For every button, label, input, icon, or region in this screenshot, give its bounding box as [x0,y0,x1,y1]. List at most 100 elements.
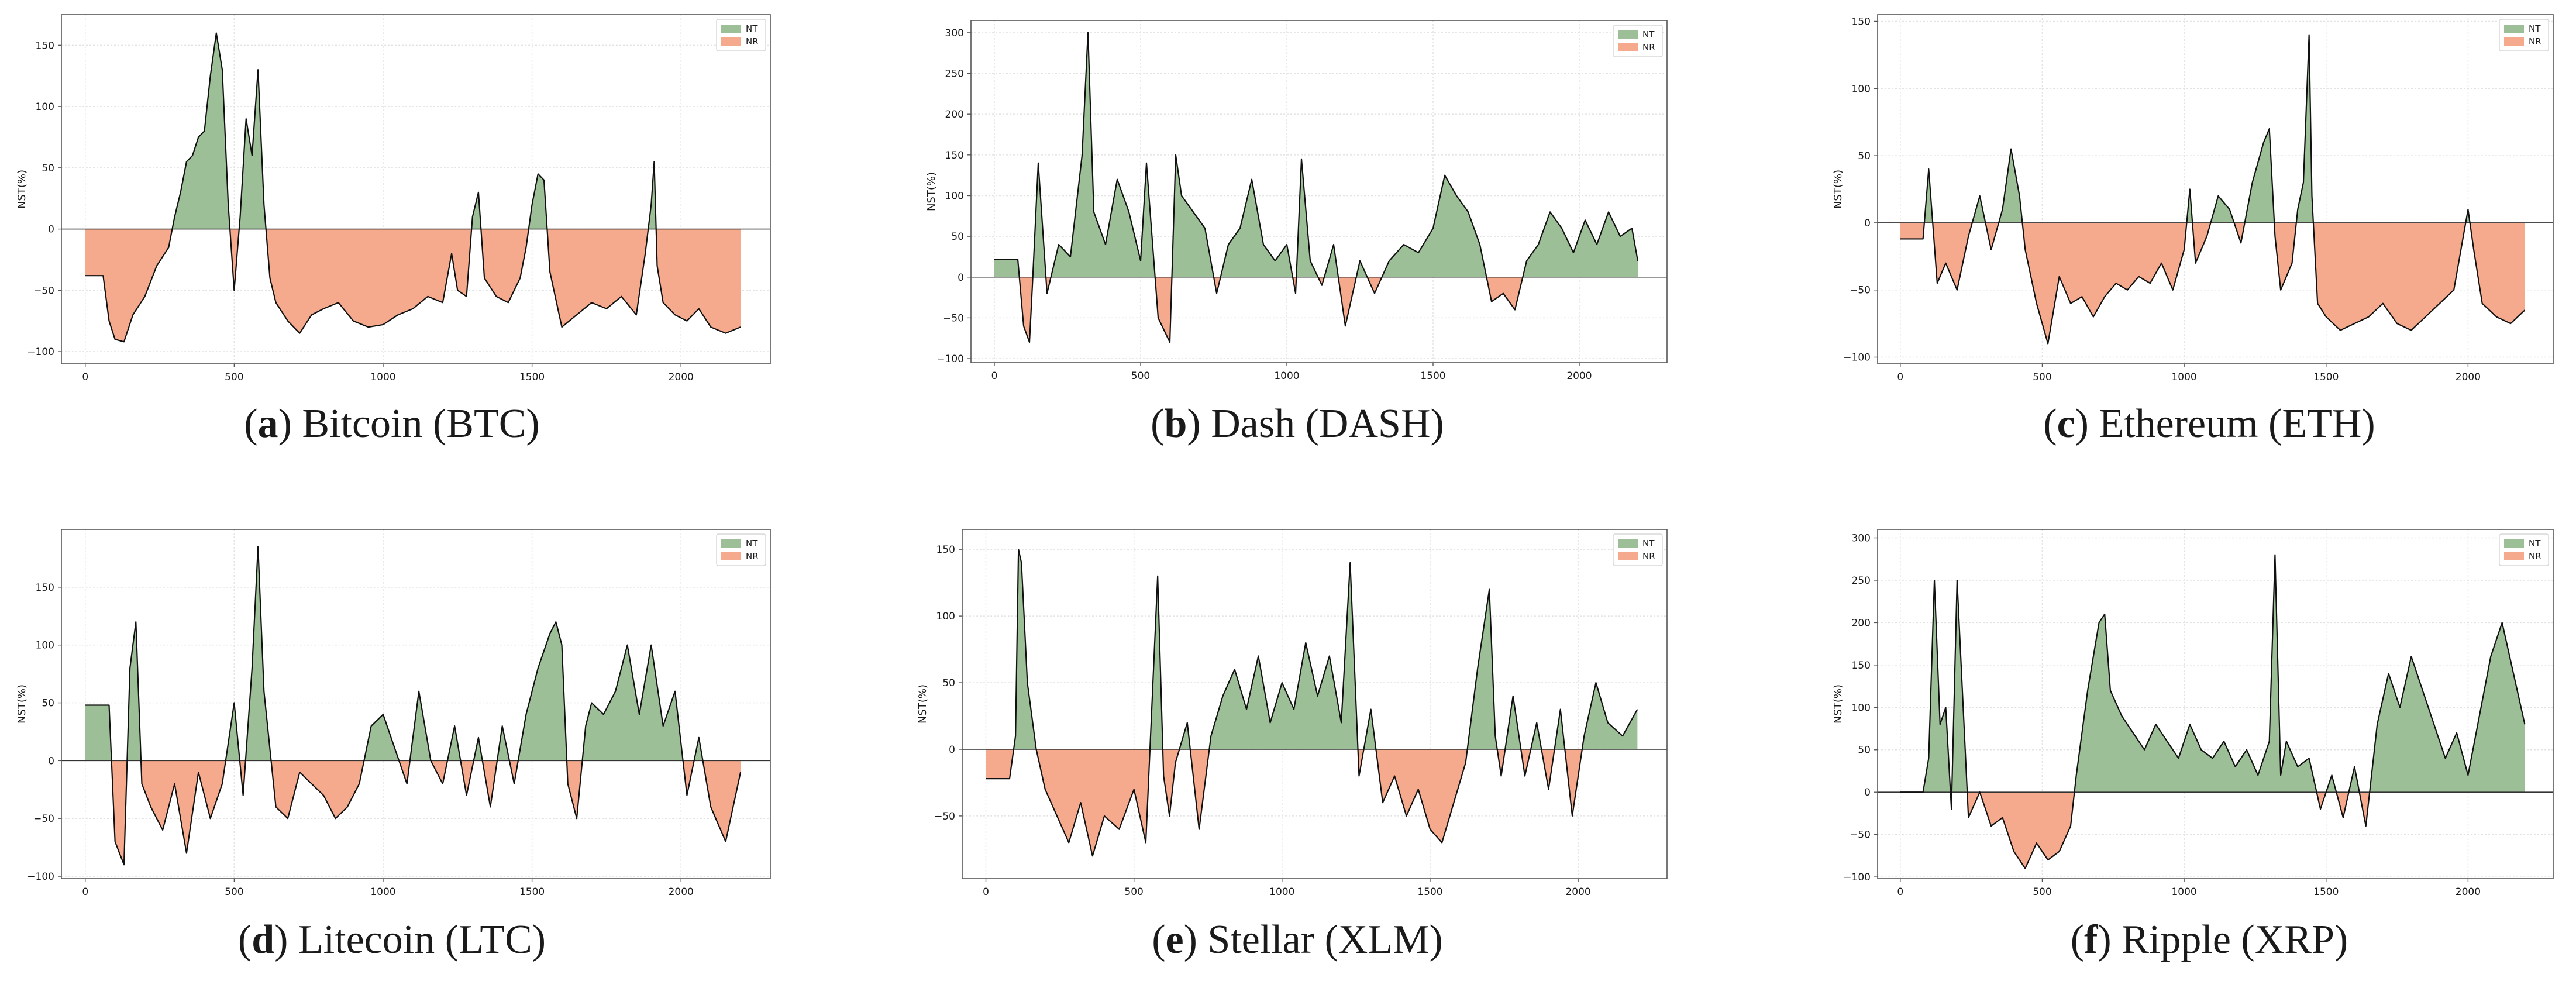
x-tick-label: 1500 [519,886,545,898]
legend-swatch-nr [1618,552,1638,560]
nr-area [1900,792,2525,869]
nt-area [1900,555,2525,793]
y-tick-label: 0 [958,272,964,284]
x-tick-label: 1000 [2171,886,2196,898]
y-tick-label: 50 [1858,745,1871,756]
plot-area [971,20,1667,363]
plot-frame [970,20,1668,363]
y-tick-label: 100 [36,640,54,652]
panel-caption: (c) Ethereum (ETH) [2043,401,2375,446]
y-tick-label: 100 [36,101,54,113]
legend-swatch-nr [2504,37,2524,46]
chart-panel-c: 0 500 1000 1500 2000 −100 −50 0 50 100 150 NST(%) NT… [1832,14,2554,446]
legend: NT NR [2499,533,2549,566]
legend-label-nr: NR [1642,551,1655,562]
y-tick-label: −100 [1843,872,1871,883]
x-tick-label: 2000 [669,371,694,383]
x-tick-label: 1500 [1420,370,1445,382]
nst-series-line [994,32,1639,343]
panel-caption: (f) Ripple (XRP) [2071,917,2348,962]
y-axis-label: NST(%) [1832,170,1844,209]
x-tick-label: 0 [1897,371,1903,383]
legend-label-nt: NT [2529,23,2541,34]
y-tick-label: 200 [1852,617,1871,629]
caption-open-paren: ( [244,401,257,446]
y-tick-label: −100 [936,353,964,365]
legend-swatch-nr [721,37,741,46]
y-tick-label: 300 [1852,532,1871,544]
nst-series-line [85,32,741,343]
x-tick-label: 500 [1124,886,1143,898]
chart-panel-e: 0 500 1000 1500 2000 −50 0 50 100 150 NST(%) NT NR (e… [917,529,1668,962]
panel-caption: (d) Litecoin (LTC) [238,917,546,962]
caption-letter: c [2057,401,2075,446]
nst-series-line [85,546,742,866]
plot-frame [61,529,771,879]
caption-open-paren: ( [1151,401,1164,446]
x-tick-label: 1000 [1269,886,1294,898]
y-tick-label: 100 [945,190,964,202]
caption-open-paren: ( [2043,401,2057,446]
panels: 0 500 1000 1500 2000−100−50050100150NST(%)NT… [16,14,2554,962]
plot-frame [1877,529,2554,879]
y-tick-label: 300 [945,27,964,39]
legend: NT NR [2499,19,2549,51]
caption-letter: e [1166,917,1184,962]
nr-area [1900,222,2525,344]
plot-area [61,15,770,364]
caption-letter: a [258,401,278,446]
x-tick-label: 500 [1131,370,1150,382]
x-tick-label: 1500 [2313,371,2339,383]
y-tick-label: 50 [42,698,54,710]
caption-title: ) Bitcoin (BTC) [278,401,540,446]
legend-swatch-nr [1618,43,1638,51]
y-tick-label: 250 [945,68,964,80]
caption-title: ) Ethereum (ETH) [2075,401,2375,446]
caption-title: ) Dash (DASH) [1187,401,1444,446]
legend-label-nt: NT [746,23,758,34]
caption-title: ) Litecoin (LTC) [274,917,546,962]
legend-label-nr: NR [746,36,759,47]
x-tick-label: 1000 [370,886,395,898]
gridlines [971,20,1667,363]
legend: NT NR [1613,25,1663,57]
x-tick-label: 0 [1897,886,1903,898]
caption-open-paren: ( [2071,917,2084,962]
x-tick-label: 0 [82,886,88,898]
x-tick-label: 0 [983,886,989,898]
x-tick-label: 2000 [2456,886,2481,898]
panel-caption: (a) Bitcoin (BTC) [244,401,540,446]
x-tick-label: 500 [2033,371,2051,383]
plot-frame [962,529,1668,879]
y-tick-label: 250 [1852,575,1871,587]
y-tick-label: −50 [33,813,54,825]
y-tick-label: 150 [1852,16,1871,27]
x-tick-label: 2000 [1566,370,1592,382]
plot-frame [1877,14,2554,364]
legend-label-nt: NT [1642,29,1655,40]
chart-panel-d: 0 500 1000 1500 2000 −100 −50 0 50 100 150 NST(%) NT… [16,529,771,962]
x-tick-label: 500 [225,886,243,898]
y-tick-label: 0 [1864,218,1871,229]
caption-letter: d [252,917,274,962]
plot-area [1878,15,2553,364]
nt-area [986,549,1638,749]
x-tick-label: 1500 [519,371,545,383]
y-tick-label: −50 [1850,829,1871,841]
x-tick-label: 2000 [669,886,694,898]
legend-swatch-nt [1618,30,1638,39]
y-tick-label: −100 [1843,352,1871,364]
caption-letter: b [1164,401,1187,446]
nt-area [85,546,741,761]
legend: NT NR [716,19,766,51]
chart-panel-b: 0 500 1000 1500 2000 −100 −50 0 50 100 150 200 250 30… [925,20,1668,446]
x-tick-label: 2000 [1565,886,1590,898]
legend-label-nt: NT [1642,538,1655,549]
nst-series-line [1900,34,2526,345]
caption-title: ) Ripple (XRP) [2098,917,2348,962]
caption-title: ) Stellar (XLM) [1184,917,1443,962]
legend-label-nr: NR [746,551,759,562]
plot-frame [61,14,771,364]
nst-series-line [1900,554,2526,869]
